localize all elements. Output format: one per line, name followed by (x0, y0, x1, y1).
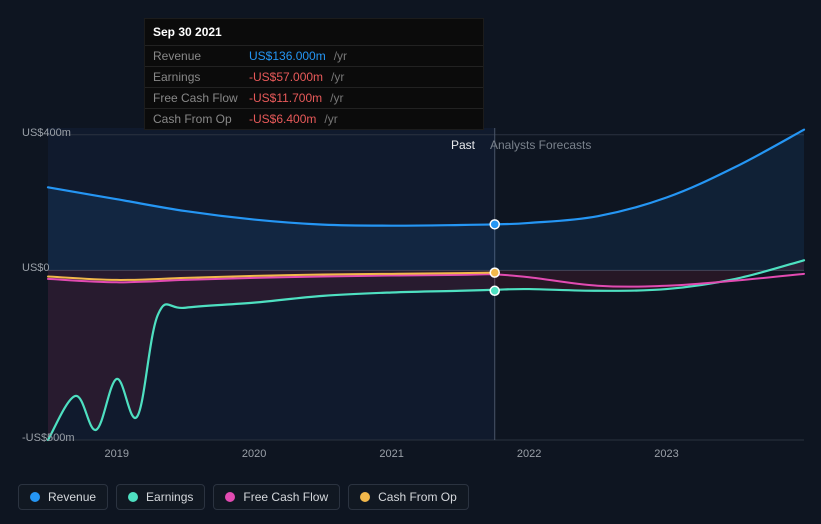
x-axis-label: 2020 (242, 448, 266, 460)
tooltip-row: Cash From Op -US$6.400m /yr (145, 109, 483, 129)
x-axis-label: 2019 (104, 448, 128, 460)
tooltip-unit: /yr (324, 112, 337, 126)
legend-label: Revenue (48, 490, 96, 504)
chart-legend: Revenue Earnings Free Cash Flow Cash Fro… (18, 484, 469, 510)
x-axis-label: 2021 (379, 448, 403, 460)
earnings-revenue-chart: Sep 30 2021 Revenue US$136.000m /yr Earn… (0, 0, 821, 524)
tooltip-value: -US$57.000m (249, 70, 323, 84)
tooltip-value: -US$6.400m (249, 112, 316, 126)
legend-label: Free Cash Flow (243, 490, 328, 504)
y-axis-label: -US$500m (22, 432, 75, 444)
legend-dot (360, 492, 370, 502)
tooltip-value: US$136.000m (249, 49, 326, 63)
tooltip-unit: /yr (334, 49, 347, 63)
x-axis-label: 2022 (517, 448, 541, 460)
legend-label: Cash From Op (378, 490, 457, 504)
legend-dot (30, 492, 40, 502)
legend-item-cash-from-op[interactable]: Cash From Op (348, 484, 469, 510)
tooltip-label: Free Cash Flow (153, 91, 245, 105)
x-axis-label: 2023 (654, 448, 678, 460)
legend-item-earnings[interactable]: Earnings (116, 484, 205, 510)
tooltip-unit: /yr (331, 70, 344, 84)
tooltip-value: -US$11.700m (249, 91, 322, 105)
forecast-label: Analysts Forecasts (490, 138, 591, 152)
y-axis-label: US$400m (22, 127, 71, 139)
legend-dot (225, 492, 235, 502)
chart-tooltip: Sep 30 2021 Revenue US$136.000m /yr Earn… (144, 18, 484, 130)
past-label: Past (451, 138, 475, 152)
tooltip-date: Sep 30 2021 (145, 19, 483, 46)
legend-item-free-cash-flow[interactable]: Free Cash Flow (213, 484, 340, 510)
legend-label: Earnings (146, 490, 193, 504)
tooltip-row: Revenue US$136.000m /yr (145, 46, 483, 67)
tooltip-unit: /yr (330, 91, 343, 105)
tooltip-label: Earnings (153, 70, 245, 84)
y-axis-label: US$0 (22, 262, 50, 274)
tooltip-label: Cash From Op (153, 112, 245, 126)
tooltip-row: Free Cash Flow -US$11.700m /yr (145, 88, 483, 109)
legend-item-revenue[interactable]: Revenue (18, 484, 108, 510)
tooltip-label: Revenue (153, 49, 245, 63)
legend-dot (128, 492, 138, 502)
tooltip-row: Earnings -US$57.000m /yr (145, 67, 483, 88)
